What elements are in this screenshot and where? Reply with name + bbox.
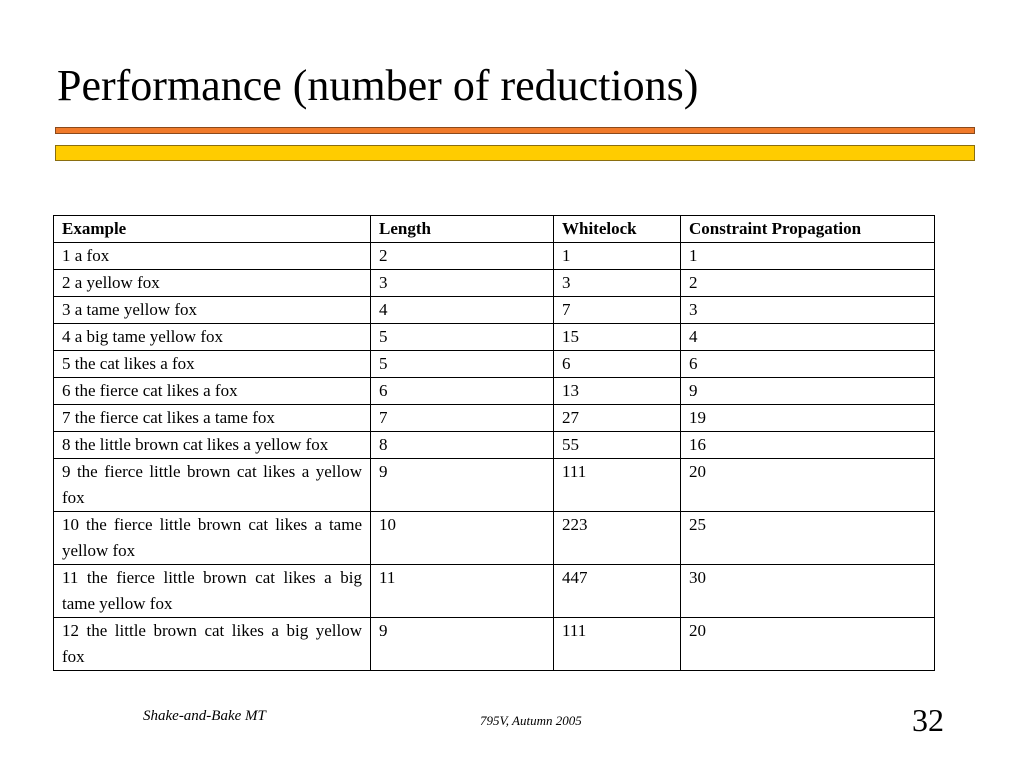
table-row: 6 the fierce cat likes a fox 6 13 9	[53, 377, 935, 405]
header-constraint-propagation: Constraint Propagation	[680, 215, 935, 243]
cell-constraint-propagation: 20	[680, 617, 935, 671]
cell-length: 5	[370, 323, 554, 351]
cell-length: 5	[370, 350, 554, 378]
cell-length: 8	[370, 431, 554, 459]
cell-whitelock: 111	[553, 617, 681, 671]
table-row: 10 the fierce little brown cat likes a t…	[53, 511, 935, 565]
cell-whitelock: 447	[553, 564, 681, 618]
cell-example: 1 a fox	[53, 242, 371, 270]
cell-example: 10 the fierce little brown cat likes a t…	[53, 511, 371, 565]
cell-whitelock: 111	[553, 458, 681, 512]
table-row: 4 a big tame yellow fox 5 15 4	[53, 323, 935, 351]
cell-constraint-propagation: 6	[680, 350, 935, 378]
cell-example: 12 the little brown cat likes a big yell…	[53, 617, 371, 671]
cell-example: 9 the fierce little brown cat likes a ye…	[53, 458, 371, 512]
cell-constraint-propagation: 25	[680, 511, 935, 565]
cell-example: 7 the fierce cat likes a tame fox	[53, 404, 371, 432]
cell-length: 2	[370, 242, 554, 270]
cell-constraint-propagation: 1	[680, 242, 935, 270]
cell-example: 5 the cat likes a fox	[53, 350, 371, 378]
table-row: 1 a fox 2 1 1	[53, 242, 935, 270]
cell-constraint-propagation: 30	[680, 564, 935, 618]
cell-example: 2 a yellow fox	[53, 269, 371, 297]
table-row: 3 a tame yellow fox 4 7 3	[53, 296, 935, 324]
cell-whitelock: 1	[553, 242, 681, 270]
cell-length: 3	[370, 269, 554, 297]
header-example: Example	[53, 215, 371, 243]
footer-presentation-title: Shake-and-Bake MT	[143, 708, 266, 724]
cell-whitelock: 27	[553, 404, 681, 432]
cell-whitelock: 3	[553, 269, 681, 297]
cell-example: 11 the fierce little brown cat likes a b…	[53, 564, 371, 618]
table-row: 11 the fierce little brown cat likes a b…	[53, 564, 935, 618]
cell-whitelock: 6	[553, 350, 681, 378]
slide-title: Performance (number of reductions)	[57, 61, 699, 110]
cell-constraint-propagation: 9	[680, 377, 935, 405]
cell-example: 4 a big tame yellow fox	[53, 323, 371, 351]
cell-constraint-propagation: 19	[680, 404, 935, 432]
header-whitelock: Whitelock	[553, 215, 681, 243]
table-header-row: Example Length Whitelock Constraint Prop…	[53, 215, 935, 243]
cell-length: 9	[370, 458, 554, 512]
table-row: 2 a yellow fox 3 3 2	[53, 269, 935, 297]
cell-whitelock: 13	[553, 377, 681, 405]
yellow-divider-bar	[55, 145, 975, 161]
cell-constraint-propagation: 4	[680, 323, 935, 351]
cell-example: 6 the fierce cat likes a fox	[53, 377, 371, 405]
cell-length: 6	[370, 377, 554, 405]
cell-whitelock: 7	[553, 296, 681, 324]
table-row: 9 the fierce little brown cat likes a ye…	[53, 458, 935, 512]
cell-length: 4	[370, 296, 554, 324]
cell-length: 9	[370, 617, 554, 671]
table-row: 7 the fierce cat likes a tame fox 7 27 1…	[53, 404, 935, 432]
cell-constraint-propagation: 3	[680, 296, 935, 324]
cell-constraint-propagation: 16	[680, 431, 935, 459]
cell-example: 8 the little brown cat likes a yellow fo…	[53, 431, 371, 459]
cell-length: 7	[370, 404, 554, 432]
slide-page-number: 32	[912, 702, 944, 738]
performance-table: Example Length Whitelock Constraint Prop…	[53, 215, 935, 671]
cell-whitelock: 15	[553, 323, 681, 351]
cell-constraint-propagation: 2	[680, 269, 935, 297]
table-row: 12 the little brown cat likes a big yell…	[53, 617, 935, 671]
cell-length: 10	[370, 511, 554, 565]
cell-length: 11	[370, 564, 554, 618]
cell-example: 3 a tame yellow fox	[53, 296, 371, 324]
footer-course-info: 795V, Autumn 2005	[480, 713, 582, 728]
table-row: 8 the little brown cat likes a yellow fo…	[53, 431, 935, 459]
cell-whitelock: 223	[553, 511, 681, 565]
cell-constraint-propagation: 20	[680, 458, 935, 512]
table-row: 5 the cat likes a fox 5 6 6	[53, 350, 935, 378]
header-length: Length	[370, 215, 554, 243]
cell-whitelock: 55	[553, 431, 681, 459]
orange-divider-bar	[55, 127, 975, 134]
